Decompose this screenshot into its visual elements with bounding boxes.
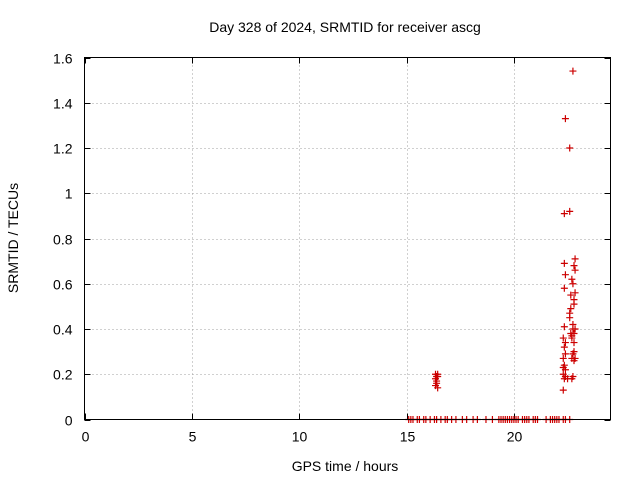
data-point (571, 255, 579, 263)
data-point (569, 280, 577, 288)
data-point (567, 305, 575, 313)
y-tick-label: 0 (65, 413, 73, 429)
data-point (570, 330, 578, 338)
y-tick-label: 0.4 (53, 322, 73, 338)
grid-lines (84, 57, 611, 420)
y-tick-label: 1.2 (53, 141, 73, 157)
data-point (571, 354, 579, 362)
y-axis-label: SRMTID / TECUs (5, 183, 21, 293)
data-point (560, 259, 568, 267)
data-point (433, 379, 441, 387)
y-tick-label: 0.2 (53, 367, 73, 383)
data-point (434, 384, 442, 392)
data-point (560, 323, 568, 331)
data-point (559, 386, 567, 394)
data-point (560, 210, 568, 218)
data-point (566, 144, 574, 152)
data-points (405, 67, 579, 423)
x-tick-label: 5 (189, 429, 197, 445)
chart-title: Day 328 of 2024, SRMTID for receiver asc… (209, 19, 481, 35)
y-tick-label: 1.6 (53, 51, 73, 67)
x-tick-label: 10 (292, 429, 308, 445)
plot-frame (84, 57, 611, 420)
axis-ticks: 0 5 10 15 20 0 0.2 0.4 0.6 0.8 1 1.2 1.4 1.6 (53, 51, 611, 445)
data-point (560, 343, 568, 351)
data-point (559, 334, 567, 342)
y-tick-label: 0.6 (53, 277, 73, 293)
data-point (567, 291, 575, 299)
data-point (571, 325, 579, 333)
x-tick-label: 15 (400, 429, 416, 445)
data-point (570, 348, 578, 356)
data-point (561, 115, 569, 123)
data-point (570, 300, 578, 308)
data-point (571, 289, 579, 297)
y-tick-label: 1.4 (53, 96, 73, 112)
data-point (561, 339, 569, 347)
data-point (561, 271, 569, 279)
data-point (560, 284, 568, 292)
data-point (433, 373, 441, 381)
data-point (570, 339, 578, 347)
x-axis-label: GPS time / hours (292, 458, 399, 474)
data-point (559, 363, 567, 371)
data-point (570, 262, 578, 270)
data-point (569, 67, 577, 75)
data-point (568, 334, 576, 342)
data-point (568, 275, 576, 283)
y-tick-label: 0.8 (53, 232, 73, 248)
y-tick-label: 1 (65, 186, 73, 202)
x-tick-label: 20 (507, 429, 523, 445)
x-tick-label: 0 (82, 429, 90, 445)
data-point (566, 207, 574, 215)
data-point (571, 266, 579, 274)
data-point (568, 375, 576, 383)
data-point (559, 354, 567, 362)
data-point (569, 320, 577, 328)
data-point (566, 314, 574, 322)
data-point (561, 350, 569, 358)
